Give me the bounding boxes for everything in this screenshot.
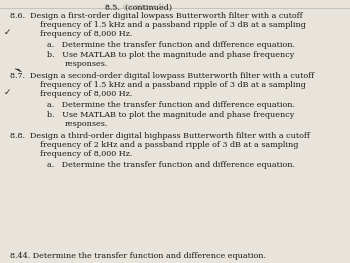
Text: frequency of 8,000 Hz.: frequency of 8,000 Hz. — [40, 150, 133, 158]
Text: 8.5.  (continued): 8.5. (continued) — [105, 4, 172, 12]
Text: 8.44. Determine the transfer function and difference equation.: 8.44. Determine the transfer function an… — [10, 252, 266, 260]
Text: frequency of 8,000 Hz.: frequency of 8,000 Hz. — [40, 30, 133, 38]
Text: b.   Use MATLAB to plot the magnitude and phase frequency: b. Use MATLAB to plot the magnitude and … — [47, 111, 294, 119]
Text: 8.7.  Design a second-order digital lowpass Butterworth filter with a cutoff: 8.7. Design a second-order digital lowpa… — [10, 72, 315, 80]
Text: ✓: ✓ — [4, 88, 11, 97]
Text: 8.5.  (continued): 8.5. (continued) — [105, 3, 164, 11]
Text: frequency of 1.5 kHz and a passband ripple of 3 dB at a sampling: frequency of 1.5 kHz and a passband ripp… — [40, 81, 306, 89]
Text: ✓: ✓ — [4, 28, 11, 37]
Text: 8.6.  Design a first-order digital lowpass Butterworth filter with a cutoff: 8.6. Design a first-order digital lowpas… — [10, 12, 303, 20]
Text: frequency of 2 kHz and a passband ripple of 3 dB at a sampling: frequency of 2 kHz and a passband ripple… — [40, 141, 299, 149]
Text: a.   Determine the transfer function and difference equation.: a. Determine the transfer function and d… — [47, 161, 295, 169]
Text: a.   Determine the transfer function and difference equation.: a. Determine the transfer function and d… — [47, 101, 295, 109]
Text: 8.8.  Design a third-order digital highpass Butterworth filter with a cutoff: 8.8. Design a third-order digital highpa… — [10, 132, 310, 140]
Text: a.   Determine the transfer function and difference equation.: a. Determine the transfer function and d… — [47, 41, 295, 49]
Text: responses.: responses. — [65, 60, 108, 68]
Text: b.   Use MATLAB to plot the magnitude and phase frequency: b. Use MATLAB to plot the magnitude and … — [47, 51, 294, 59]
Text: responses.: responses. — [65, 120, 108, 128]
Text: frequency of 1.5 kHz and a passband ripple of 3 dB at a sampling: frequency of 1.5 kHz and a passband ripp… — [40, 21, 306, 29]
Text: frequency of 8,000 Hz.: frequency of 8,000 Hz. — [40, 90, 133, 98]
